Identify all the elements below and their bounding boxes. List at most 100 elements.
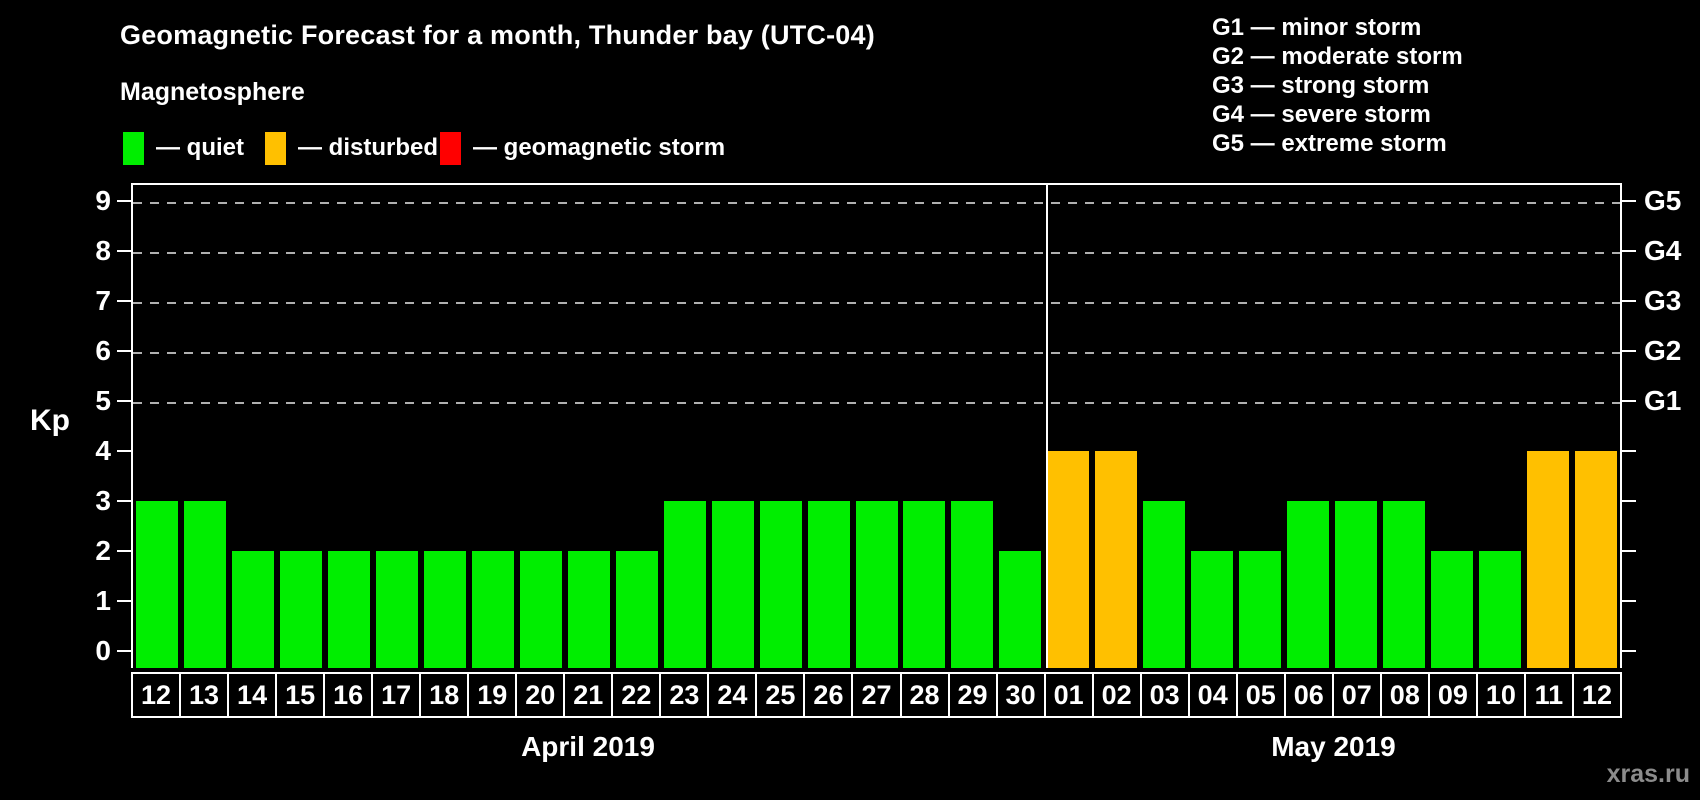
- right-axis-label-g1: G1: [1644, 385, 1682, 416]
- date-cell-01: 01: [1043, 672, 1092, 718]
- legend-item-storm: — geomagnetic storm: [440, 131, 725, 165]
- kp-bar-april-15: [279, 551, 322, 668]
- g-scale-legend: G1 — minor storm G2 — moderate storm G3 — …: [1212, 13, 1463, 158]
- left-tick-kp-1: [117, 600, 131, 602]
- month-separator-line: [1046, 185, 1048, 668]
- bar-slot-25: [757, 185, 805, 668]
- date-cell-20: 20: [515, 672, 564, 718]
- g-legend-line-4: G4 — severe storm: [1212, 101, 1431, 128]
- kp-bar-april-24: [711, 501, 754, 668]
- kp-bar-may-06: [1287, 501, 1330, 668]
- kp-bar-may-08: [1383, 501, 1426, 668]
- kp-bar-may-01: [1047, 451, 1090, 668]
- left-tick-kp-0: [117, 650, 131, 652]
- bar-slot-30: [996, 185, 1044, 668]
- ytick-label-4: 4: [95, 435, 111, 466]
- kp-bar-april-25: [759, 501, 802, 668]
- bar-slot-10: [1476, 185, 1524, 668]
- kp-bar-april-16: [327, 551, 370, 668]
- g-legend-line-2: G2 — moderate storm: [1212, 43, 1463, 70]
- date-cell-02: 02: [1091, 672, 1140, 718]
- left-tick-kp-4: [117, 450, 131, 452]
- gridline-kp-8: [133, 252, 1620, 254]
- kp-bar-april-26: [807, 501, 850, 668]
- bar-slot-28: [901, 185, 949, 668]
- kp-bar-april-21: [567, 551, 610, 668]
- bar-slot-01: [1044, 185, 1092, 668]
- chart-title: Geomagnetic Forecast for a month, Thunde…: [120, 20, 875, 50]
- ytick-label-2: 2: [95, 535, 111, 566]
- date-cell-22: 22: [611, 672, 660, 718]
- date-cell-10: 10: [1475, 672, 1524, 718]
- left-tick-kp-9: [117, 200, 131, 202]
- left-tick-kp-5: [117, 400, 131, 402]
- gridline-kp-7: [133, 302, 1620, 304]
- right-axis-label-g4: G4: [1644, 235, 1682, 266]
- left-tick-kp-2: [117, 550, 131, 552]
- ytick-label-1: 1: [95, 585, 111, 616]
- gridline-kp-9: [133, 202, 1620, 204]
- bar-slot-15: [277, 185, 325, 668]
- right-tick-kp-7: [1622, 300, 1636, 302]
- kp-bar-april-30: [999, 551, 1042, 668]
- kp-bar-may-11: [1527, 451, 1570, 668]
- date-cell-25: 25: [755, 672, 804, 718]
- ytick-label-7: 7: [95, 285, 111, 316]
- kp-bar-may-04: [1191, 551, 1234, 668]
- kp-bar-april-13: [183, 501, 226, 668]
- bar-slot-03: [1140, 185, 1188, 668]
- bar-slot-24: [709, 185, 757, 668]
- right-tick-kp-1: [1622, 600, 1636, 602]
- bar-slot-18: [421, 185, 469, 668]
- month-label-1: April 2019: [521, 731, 655, 762]
- legend-item-disturbed: — disturbed: [265, 131, 438, 165]
- left-tick-kp-3: [117, 500, 131, 502]
- kp-bar-may-02: [1095, 451, 1138, 668]
- kp-bar-april-18: [423, 551, 466, 668]
- bar-slot-04: [1188, 185, 1236, 668]
- right-axis-label-g3: G3: [1644, 285, 1682, 316]
- bar-slot-27: [853, 185, 901, 668]
- bar-slot-09: [1428, 185, 1476, 668]
- kp-bar-april-14: [231, 551, 274, 668]
- right-tick-kp-4: [1622, 450, 1636, 452]
- kp-bar-may-09: [1431, 551, 1474, 668]
- date-cell-19: 19: [467, 672, 516, 718]
- right-tick-kp-5: [1622, 400, 1636, 402]
- kp-bar-april-27: [855, 501, 898, 668]
- date-cell-14: 14: [227, 672, 276, 718]
- ytick-label-8: 8: [95, 235, 111, 266]
- right-tick-kp-8: [1622, 250, 1636, 252]
- date-cell-23: 23: [659, 672, 708, 718]
- right-tick-kp-3: [1622, 500, 1636, 502]
- gridline-kp-5: [133, 402, 1620, 404]
- bar-slot-21: [565, 185, 613, 668]
- date-cell-29: 29: [947, 672, 996, 718]
- ytick-label-9: 9: [95, 185, 111, 216]
- date-cell-04: 04: [1187, 672, 1236, 718]
- kp-bar-may-03: [1143, 501, 1186, 668]
- bar-slot-16: [325, 185, 373, 668]
- ytick-label-6: 6: [95, 335, 111, 366]
- bar-slot-14: [229, 185, 277, 668]
- chart-subtitle: Magnetosphere: [120, 78, 305, 106]
- legend-label-quiet: — quiet: [156, 134, 244, 161]
- kp-bar-april-28: [903, 501, 946, 668]
- bars-container: [133, 185, 1620, 668]
- date-cell-24: 24: [707, 672, 756, 718]
- date-cell-15: 15: [275, 672, 324, 718]
- date-cell-12: 12: [1571, 672, 1622, 718]
- kp-bar-april-12: [135, 501, 178, 668]
- kp-bar-may-07: [1335, 501, 1378, 668]
- date-cell-27: 27: [851, 672, 900, 718]
- date-cell-07: 07: [1331, 672, 1380, 718]
- bar-slot-02: [1092, 185, 1140, 668]
- gridline-kp-6: [133, 352, 1620, 354]
- date-cell-28: 28: [899, 672, 948, 718]
- quiet-swatch-icon: [123, 131, 144, 165]
- ytick-label-3: 3: [95, 485, 111, 516]
- date-cell-30: 30: [995, 672, 1044, 718]
- month-label-2: May 2019: [1271, 731, 1396, 762]
- kp-axis-label: Kp: [30, 404, 70, 437]
- date-axis-row: 12 13 14 15 16 17 18 19 20 21 22 23 24 25 26 27 28 29 30 01…: [131, 672, 1622, 718]
